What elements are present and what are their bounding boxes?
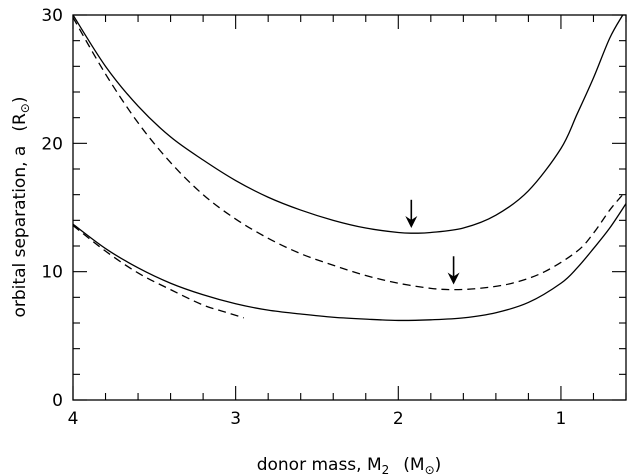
y-tick-label: 10 xyxy=(41,263,63,283)
series-line-4-dashed xyxy=(72,224,244,319)
series-line-2-dashed xyxy=(72,17,624,291)
plot-frame xyxy=(72,14,627,401)
y-tick-label: 30 xyxy=(41,6,63,26)
axis-ticks xyxy=(72,14,627,401)
x-tick-label: 3 xyxy=(230,409,241,429)
annotation-arrows xyxy=(405,199,460,285)
annotation-arrow-1 xyxy=(405,199,418,229)
x-tick-label: 1 xyxy=(556,409,567,429)
x-tick-label: 2 xyxy=(393,409,404,429)
x-axis-label: donor mass, M2 (M⊙) xyxy=(257,455,442,475)
x-tick-labels: 4 3 2 1 xyxy=(68,409,567,429)
annotation-arrow-2 xyxy=(447,256,460,285)
x-tick-label: 4 xyxy=(68,409,79,429)
y-tick-label: 0 xyxy=(52,391,63,411)
y-tick-label: 20 xyxy=(41,134,63,154)
data-series xyxy=(72,14,627,322)
series-line-1-solid xyxy=(72,14,624,234)
arrow-head xyxy=(447,272,460,285)
y-tick-labels: 0 10 20 30 xyxy=(41,6,63,411)
y-axis-label: orbital separation, a(R⊙) xyxy=(10,97,32,318)
series-line-3-solid xyxy=(72,203,627,322)
arrow-head xyxy=(405,216,418,229)
